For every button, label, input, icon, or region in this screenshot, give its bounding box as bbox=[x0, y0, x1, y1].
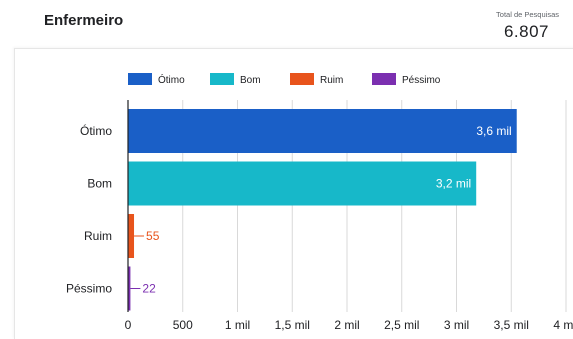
bar bbox=[128, 161, 477, 206]
x-tick-label: 500 bbox=[173, 318, 193, 332]
category-label: Bom bbox=[87, 177, 112, 191]
chart-panel bbox=[14, 48, 573, 339]
bar bbox=[128, 214, 135, 258]
x-tick-label: 1 mil bbox=[225, 318, 250, 332]
card-title: Enfermeiro bbox=[44, 12, 124, 29]
legend-label: Ruim bbox=[320, 75, 343, 86]
data-label: 3,6 mil bbox=[476, 124, 511, 138]
total-value: 6.807 bbox=[503, 22, 549, 41]
legend-swatch bbox=[372, 73, 396, 85]
category-label: Ruim bbox=[84, 229, 112, 243]
category-label: Péssimo bbox=[66, 282, 112, 296]
data-label: 3,2 mil bbox=[436, 177, 471, 191]
x-tick-label: 2,5 mil bbox=[384, 318, 419, 332]
legend-label: Ótimo bbox=[158, 73, 185, 86]
legend-label: Bom bbox=[240, 75, 261, 86]
legend-label: Péssimo bbox=[402, 75, 441, 86]
bar bbox=[128, 109, 517, 153]
legend-swatch bbox=[128, 73, 152, 85]
x-tick-label: 3 mil bbox=[444, 318, 469, 332]
x-tick-label: 1,5 mil bbox=[275, 318, 310, 332]
legend-swatch bbox=[290, 73, 314, 85]
x-tick-label: 4 mil bbox=[553, 318, 573, 332]
data-label: 22 bbox=[142, 282, 156, 296]
category-label: Ótimo bbox=[80, 123, 112, 138]
bar bbox=[128, 266, 131, 311]
x-tick-label: 3,5 mil bbox=[494, 318, 529, 332]
data-label: 55 bbox=[146, 229, 160, 243]
legend-swatch bbox=[210, 73, 234, 85]
x-tick-label: 0 bbox=[125, 318, 132, 332]
x-tick-label: 2 mil bbox=[334, 318, 359, 332]
total-label: Total de Pesquisas bbox=[496, 10, 559, 19]
